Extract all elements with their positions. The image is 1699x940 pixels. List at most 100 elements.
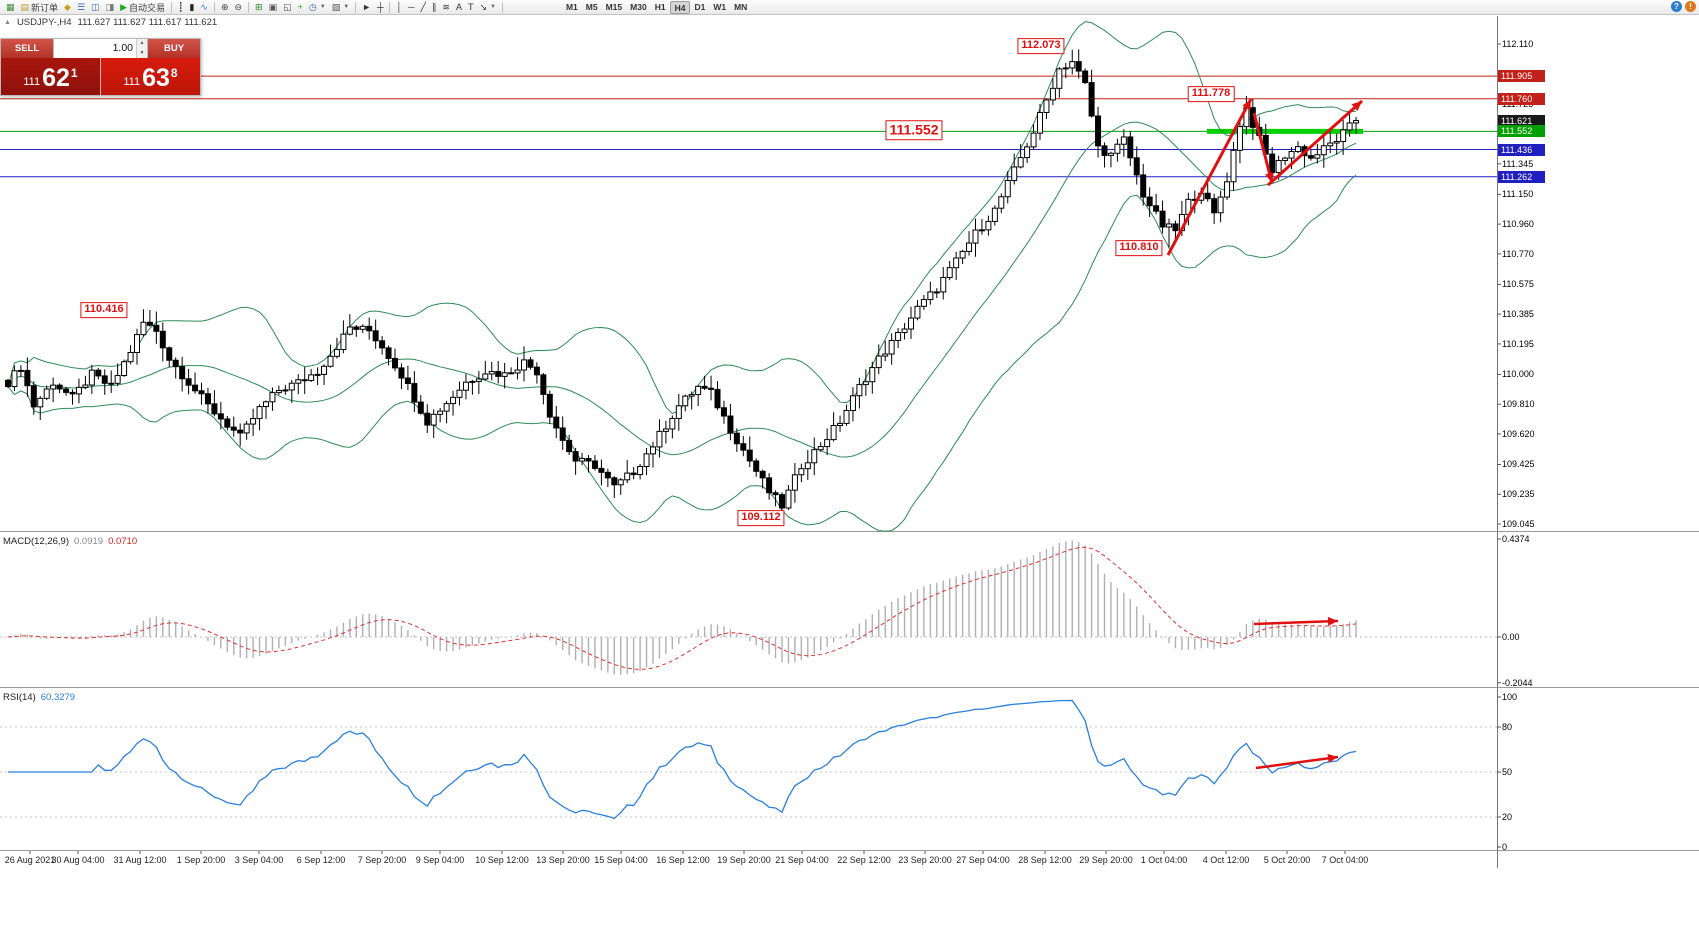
- price-axis-tick: 109.425: [1502, 459, 1535, 470]
- volume-field[interactable]: 1.00 ▲ ▼: [53, 39, 148, 58]
- volume-value[interactable]: 1.00: [112, 42, 133, 54]
- time-axis-label: 16 Sep 12:00: [656, 855, 710, 865]
- indicators-button[interactable]: +: [295, 1, 306, 14]
- bar-chart-button[interactable]: ┋: [175, 1, 186, 14]
- sep-6: [501, 1, 503, 13]
- time-axis-label: 9 Sep 04:00: [415, 855, 465, 865]
- candle-chart-button[interactable]: ▮: [186, 1, 197, 14]
- volume-up-icon[interactable]: ▲: [137, 39, 147, 49]
- timeframe-mn-button[interactable]: MN: [734, 1, 748, 12]
- arrows-icon: ↘: [479, 1, 488, 12]
- sep-1: [171, 1, 173, 13]
- time-axis-label: 31 Aug 12:00: [113, 855, 167, 865]
- navigator-icon: ◨: [105, 1, 115, 12]
- autotrading-button[interactable]: ▶ 自动交易: [117, 1, 168, 14]
- sell-button[interactable]: SELL: [1, 39, 53, 58]
- symbol-ohlc: 111.627 111.627 111.617 111.621: [77, 17, 218, 28]
- label-button[interactable]: T: [465, 1, 477, 14]
- periods-button[interactable]: ◷ ▼: [306, 1, 329, 14]
- cascade-windows-button[interactable]: ▣: [266, 1, 281, 14]
- cursor-button[interactable]: ►: [359, 1, 374, 14]
- time-axis-label: 1 Sep 20:00: [176, 855, 226, 865]
- one-click-trading-panel: SELL 1.00 ▲ ▼ BUY 111 62 1 111 63 8: [0, 38, 201, 96]
- time-axis-label: 21 Sep 04:00: [775, 855, 829, 865]
- template-button[interactable]: ▨ ▼: [329, 1, 352, 14]
- community-icon[interactable]: ?: [1671, 1, 1682, 12]
- zoom-out-icon: ⊖: [234, 1, 243, 12]
- channel-icon: ∥: [431, 1, 437, 12]
- time-axis-label: 23 Sep 20:00: [898, 855, 952, 865]
- new-order-button[interactable]: ▤ 新订单: [18, 1, 62, 14]
- volume-down-icon[interactable]: ▼: [137, 48, 147, 58]
- channel-button[interactable]: ∥: [429, 1, 440, 14]
- trendline-button[interactable]: ╱: [417, 1, 428, 14]
- zoom-in-button[interactable]: ⊕: [218, 1, 232, 14]
- time-axis-label: 28 Sep 12:00: [1018, 855, 1072, 865]
- arrange-windows-button[interactable]: ◱: [280, 1, 295, 14]
- zoom-out-button[interactable]: ⊖: [231, 1, 245, 14]
- candle-chart-icon: ▮: [189, 1, 195, 12]
- timeframe-h4-button[interactable]: H4: [669, 0, 691, 14]
- market-watch-button[interactable]: ☰: [74, 1, 88, 14]
- rsi-axis-tick: 80: [1502, 722, 1513, 732]
- sell-price-pip: 1: [70, 66, 78, 80]
- sep-4: [355, 1, 357, 13]
- time-axis-label: 13 Sep 20:00: [536, 855, 590, 865]
- vline-button[interactable]: │: [393, 1, 405, 14]
- arrange-windows-icon: ◱: [283, 1, 292, 12]
- toolbar-help-icons: ?!: [1671, 1, 1696, 12]
- price-tag: 111.262: [1498, 170, 1545, 183]
- buy-button[interactable]: BUY: [148, 39, 200, 58]
- data-window-button[interactable]: ◫: [88, 1, 103, 14]
- sell-price[interactable]: 111 62 1: [1, 58, 100, 95]
- time-axis-label: 7 Sep 20:00: [357, 855, 407, 865]
- text-button[interactable]: A: [453, 1, 465, 14]
- chevron-down-icon: ▼: [343, 4, 350, 10]
- fibonacci-icon: ≋: [442, 1, 450, 12]
- timeframe-m1-button[interactable]: M1: [565, 1, 578, 12]
- trade-widget-controls: SELL 1.00 ▲ ▼ BUY: [1, 39, 200, 58]
- crosshair-button[interactable]: ┼: [374, 1, 386, 14]
- timeframe-d1-button[interactable]: D1: [694, 1, 706, 12]
- price-callout: 112.073: [1017, 38, 1065, 54]
- metaeditor-button[interactable]: ◆: [61, 1, 74, 14]
- rsi-name: RSI(14): [3, 692, 36, 703]
- price-tag: 111.621: [1498, 114, 1545, 127]
- hline-button[interactable]: ─: [405, 1, 417, 14]
- price-callout: 110.810: [1115, 240, 1163, 256]
- price-axis-tick: 109.045: [1502, 519, 1535, 529]
- sep-5: [389, 1, 391, 13]
- timeframe-m15-button[interactable]: M15: [605, 1, 623, 12]
- time-axis-label: 5 Oct 20:00: [1263, 855, 1311, 865]
- zoom-in-icon: ⊕: [220, 1, 229, 12]
- timeframe-w1-button[interactable]: W1: [713, 1, 727, 12]
- time-axis-label: 3 Sep 04:00: [234, 855, 284, 865]
- data-window-icon: ◫: [91, 1, 100, 12]
- time-axis-label: 6 Sep 12:00: [296, 855, 346, 865]
- symbol-trend-icon: ▲: [4, 19, 11, 26]
- volume-spinner[interactable]: ▲ ▼: [136, 39, 147, 58]
- buy-price[interactable]: 111 63 8: [100, 58, 200, 95]
- price-axis-tick: 109.620: [1502, 428, 1535, 439]
- timeframe-m5-button[interactable]: M5: [585, 1, 598, 12]
- rsi-label: RSI(14) 60.3279: [3, 692, 75, 703]
- price-axis-tick: 111.150: [1502, 189, 1534, 200]
- autotrading-icon: ▶: [120, 1, 127, 12]
- new-order-icon: ▤: [20, 1, 30, 12]
- timeframe-h1-button[interactable]: H1: [654, 1, 666, 12]
- fibonacci-button[interactable]: ≋: [439, 1, 453, 14]
- macd-axis-tick: 0.00: [1502, 632, 1520, 642]
- terminal-logo-icon[interactable]: ▦: [3, 1, 18, 14]
- price-axis-tick: 109.810: [1502, 399, 1535, 410]
- price-tag: 111.436: [1498, 143, 1545, 156]
- news-icon[interactable]: !: [1685, 1, 1696, 12]
- tile-windows-button[interactable]: ⊞: [252, 1, 266, 14]
- line-chart-button[interactable]: ∿: [197, 1, 211, 14]
- navigator-button[interactable]: ◨: [103, 1, 118, 14]
- periods-icon: ◷: [308, 1, 317, 12]
- time-axis-label: 30 Aug 04:00: [51, 855, 105, 865]
- timeframe-m30-button[interactable]: M30: [630, 1, 647, 12]
- arrows-button[interactable]: ↘ ▼: [476, 1, 499, 14]
